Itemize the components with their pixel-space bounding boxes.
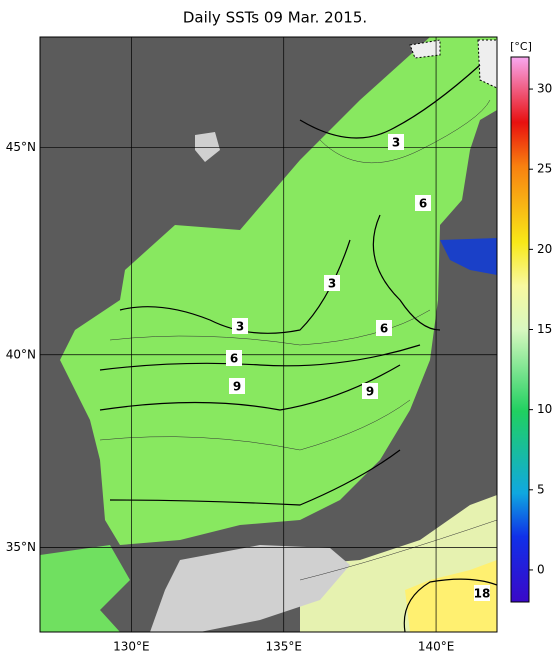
- minor-contours: [99, 99, 497, 581]
- sea-of-japan: [60, 37, 497, 545]
- title: Daily SSTs 09 Mar. 2015.: [183, 9, 367, 27]
- contour-label-bg: [415, 195, 431, 211]
- colorbar: [510, 56, 530, 603]
- map-frame: [39, 36, 498, 633]
- contour-label-bg: [376, 320, 392, 336]
- contours: [99, 64, 497, 632]
- land-light: [150, 545, 350, 632]
- contour-label: 9: [233, 380, 241, 394]
- contour-label-bg: [362, 383, 378, 399]
- lon-label: 140°E: [418, 640, 455, 654]
- warm-patch: [405, 560, 497, 632]
- lake: [195, 132, 220, 162]
- contour-label-bg: [232, 318, 248, 334]
- contour-label-bg: [229, 378, 245, 394]
- contour-label: 3: [236, 320, 244, 334]
- contour-label-bg: [474, 585, 490, 601]
- lat-label: 40°N: [6, 347, 36, 361]
- contour-label-bg: [324, 275, 340, 291]
- ice: [409, 39, 497, 89]
- colorbar-tick-label: 25: [537, 162, 552, 176]
- lat-label: 45°N: [6, 140, 36, 154]
- colorbar-tick-label: 0: [537, 562, 545, 576]
- colorbar-tick-label: 30: [537, 82, 552, 96]
- colorbar-unit: [°C]: [510, 40, 532, 53]
- contour-label: 3: [392, 136, 400, 150]
- contour-label: 18: [474, 587, 491, 601]
- lon-label: 130°E: [113, 640, 150, 654]
- contour-label: 6: [380, 322, 388, 336]
- lon-label: 135°E: [265, 640, 302, 654]
- colorbar-tick-label: 10: [537, 402, 552, 416]
- colorbar-tick-label: 20: [537, 242, 552, 256]
- colorbar-tick-label: 5: [537, 482, 545, 496]
- lat-label: 35°N: [6, 540, 36, 554]
- contour-label: 3: [328, 277, 336, 291]
- colorbar-tick-label: 15: [537, 322, 552, 336]
- contour-label-bg: [388, 134, 404, 150]
- contour-label: 6: [419, 197, 427, 211]
- map-area: [40, 37, 497, 632]
- strait: [440, 238, 497, 275]
- contour-label-bg: [226, 350, 242, 366]
- contour-label: 9: [366, 385, 374, 399]
- yellow-sea: [40, 545, 130, 632]
- contour-label: 6: [230, 352, 238, 366]
